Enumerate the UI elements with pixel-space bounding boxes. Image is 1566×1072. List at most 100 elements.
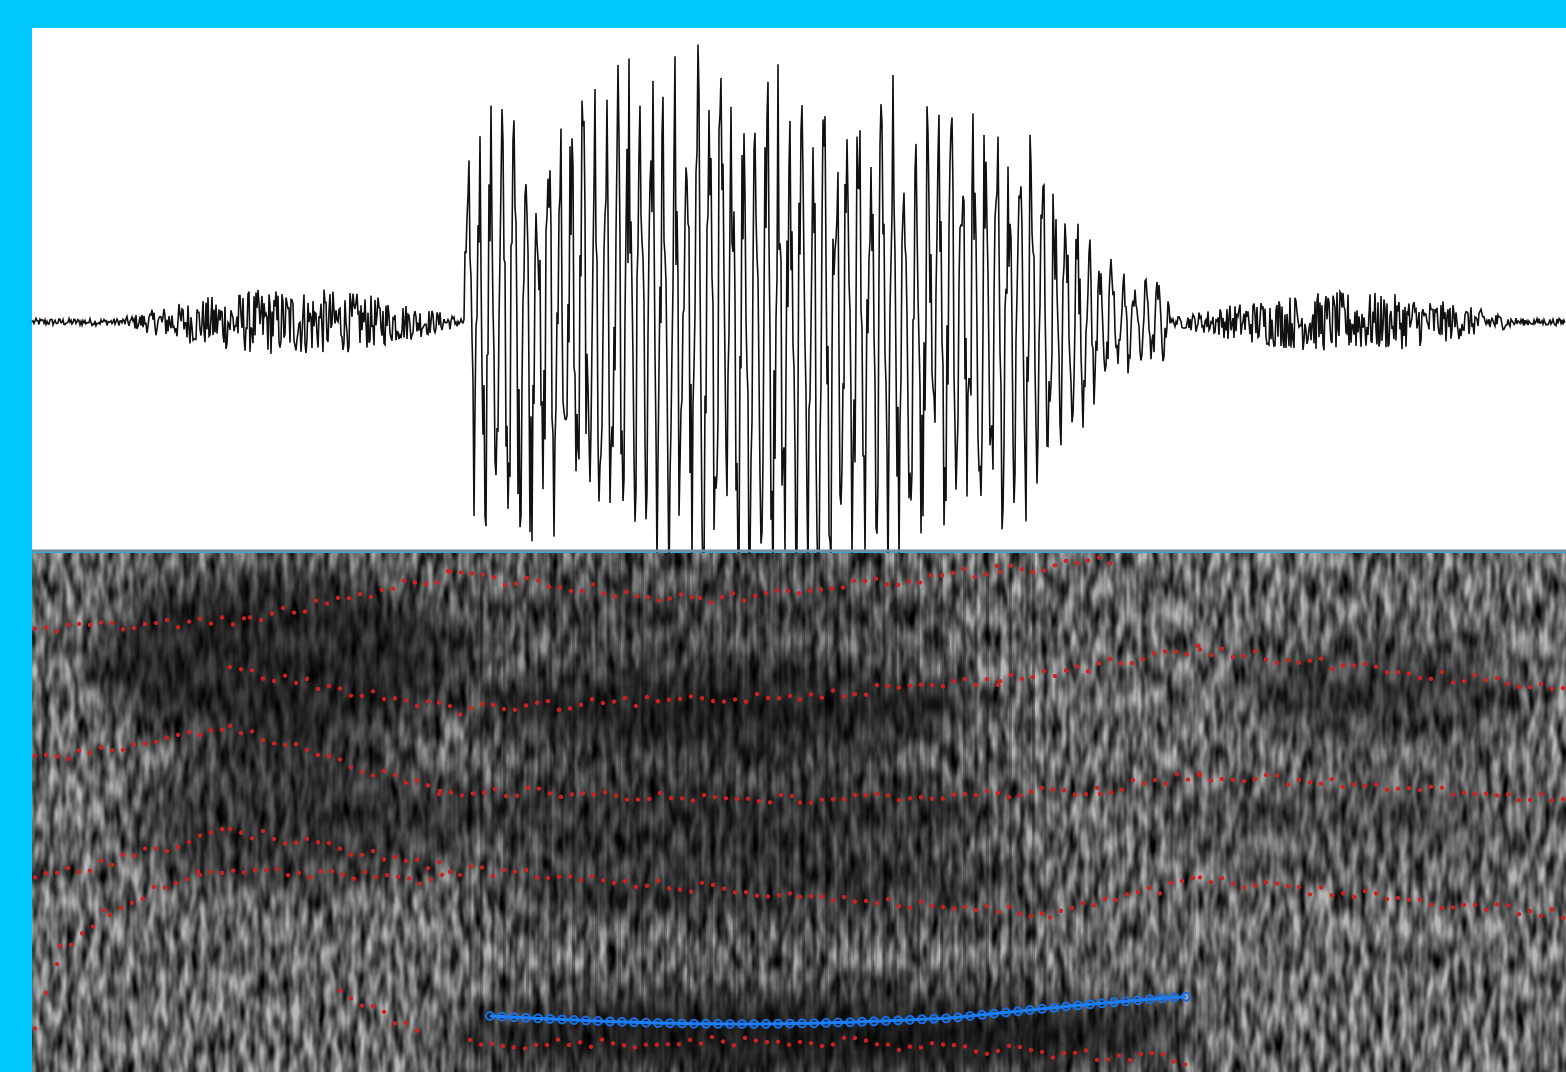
formant-dot — [702, 793, 706, 797]
formant-dot — [239, 731, 243, 735]
formant-dot — [393, 696, 397, 700]
formant-dot — [809, 692, 813, 696]
formant-dot — [1161, 1052, 1165, 1056]
formant-dot — [264, 868, 268, 872]
formant-dot — [547, 585, 551, 589]
formant-dot — [820, 1044, 824, 1048]
formant-dot — [1191, 876, 1195, 880]
formant-dot — [534, 1043, 538, 1047]
formant-dot — [930, 904, 934, 908]
formant-dot — [1429, 677, 1433, 681]
formant-dot — [338, 757, 342, 761]
formant-dot — [974, 1049, 978, 1053]
formant-dot — [426, 866, 430, 870]
formant-dot — [44, 991, 48, 995]
formant-dot — [831, 797, 835, 801]
formant-dot — [382, 769, 386, 773]
formant-dot — [1275, 881, 1279, 885]
formant-dot — [558, 585, 562, 589]
formant-dot — [99, 746, 103, 750]
formant-dot — [567, 1043, 571, 1047]
formant-dot — [448, 570, 452, 574]
formant-dot — [360, 853, 364, 857]
formant-dot — [424, 582, 428, 586]
formant-dot — [1418, 676, 1422, 680]
formant-dot — [863, 579, 867, 583]
formant-dot — [371, 1004, 375, 1008]
formant-dot — [908, 796, 912, 800]
formant-dot — [228, 724, 232, 728]
formant-dot — [174, 881, 178, 885]
formant-dot — [80, 931, 84, 935]
formant-dot — [764, 591, 768, 595]
formant-dot — [176, 845, 180, 849]
formant-dot — [349, 852, 353, 856]
formant-dot — [1186, 777, 1190, 781]
formant-dot — [798, 697, 802, 701]
formant-dot — [735, 797, 739, 801]
formant-dot — [765, 1040, 769, 1044]
formant-dot — [721, 1039, 725, 1043]
formant-dot — [1139, 1052, 1143, 1056]
formant-dot — [110, 748, 114, 752]
formant-dot — [1352, 895, 1356, 899]
formant-dot — [1231, 655, 1235, 659]
formant-dot — [1385, 670, 1389, 674]
formant-dot — [130, 901, 134, 905]
formant-dot — [349, 996, 353, 1000]
formant-dot — [941, 905, 945, 909]
formant-dot — [1020, 677, 1024, 681]
formant-dot — [380, 588, 384, 592]
formant-dot — [592, 792, 596, 796]
formant-dot — [1396, 896, 1400, 900]
formant-dot — [746, 796, 750, 800]
formant-dot — [275, 867, 279, 871]
formant-dot — [689, 889, 693, 893]
formant-dot — [1462, 679, 1466, 683]
formant-dot — [809, 801, 813, 805]
formant-dot — [294, 841, 298, 845]
formant-dot — [755, 894, 759, 898]
formant-dot — [458, 873, 462, 877]
formant-dot — [853, 793, 857, 797]
formant-dot — [1109, 790, 1113, 794]
formant-dot — [283, 674, 287, 678]
formant-dot — [1341, 891, 1345, 895]
formant-dot — [440, 873, 444, 877]
formant-dot — [338, 988, 342, 992]
formant-dot — [698, 596, 702, 600]
formant-dot — [209, 830, 213, 834]
formant-dot — [415, 778, 419, 782]
formant-dot — [919, 795, 923, 799]
formant-dot — [154, 740, 158, 744]
formant-dot — [297, 871, 301, 875]
page: (() => { const data = JSON.parse(documen… — [0, 0, 1566, 1072]
formant-dot — [1175, 772, 1179, 776]
formant-dot — [963, 792, 967, 796]
formant-dot — [720, 595, 724, 599]
formant-dot — [121, 627, 125, 631]
formant-dot — [896, 583, 900, 587]
formant-dot — [228, 665, 232, 669]
formant-dot — [569, 589, 573, 593]
formant-dot — [941, 684, 945, 688]
formant-dot — [998, 679, 1002, 683]
formant-dot — [1053, 563, 1057, 567]
formant-dot — [143, 741, 147, 745]
formant-dot — [658, 791, 662, 795]
formant-dot — [58, 944, 62, 948]
formant-dot — [603, 790, 607, 794]
formant-dot — [1396, 670, 1400, 674]
formant-dot — [614, 793, 618, 797]
analysis-view — [0, 0, 1566, 1072]
formant-dot — [886, 1042, 890, 1046]
formant-dot — [579, 703, 583, 707]
formant-dot — [645, 884, 649, 888]
formant-dot — [612, 881, 616, 885]
formant-dot — [404, 859, 408, 863]
formant-dot — [1264, 773, 1268, 777]
formant-dot — [623, 696, 627, 700]
formant-dot — [766, 894, 770, 898]
formant-dot — [1131, 778, 1135, 782]
formant-dot — [154, 846, 158, 850]
